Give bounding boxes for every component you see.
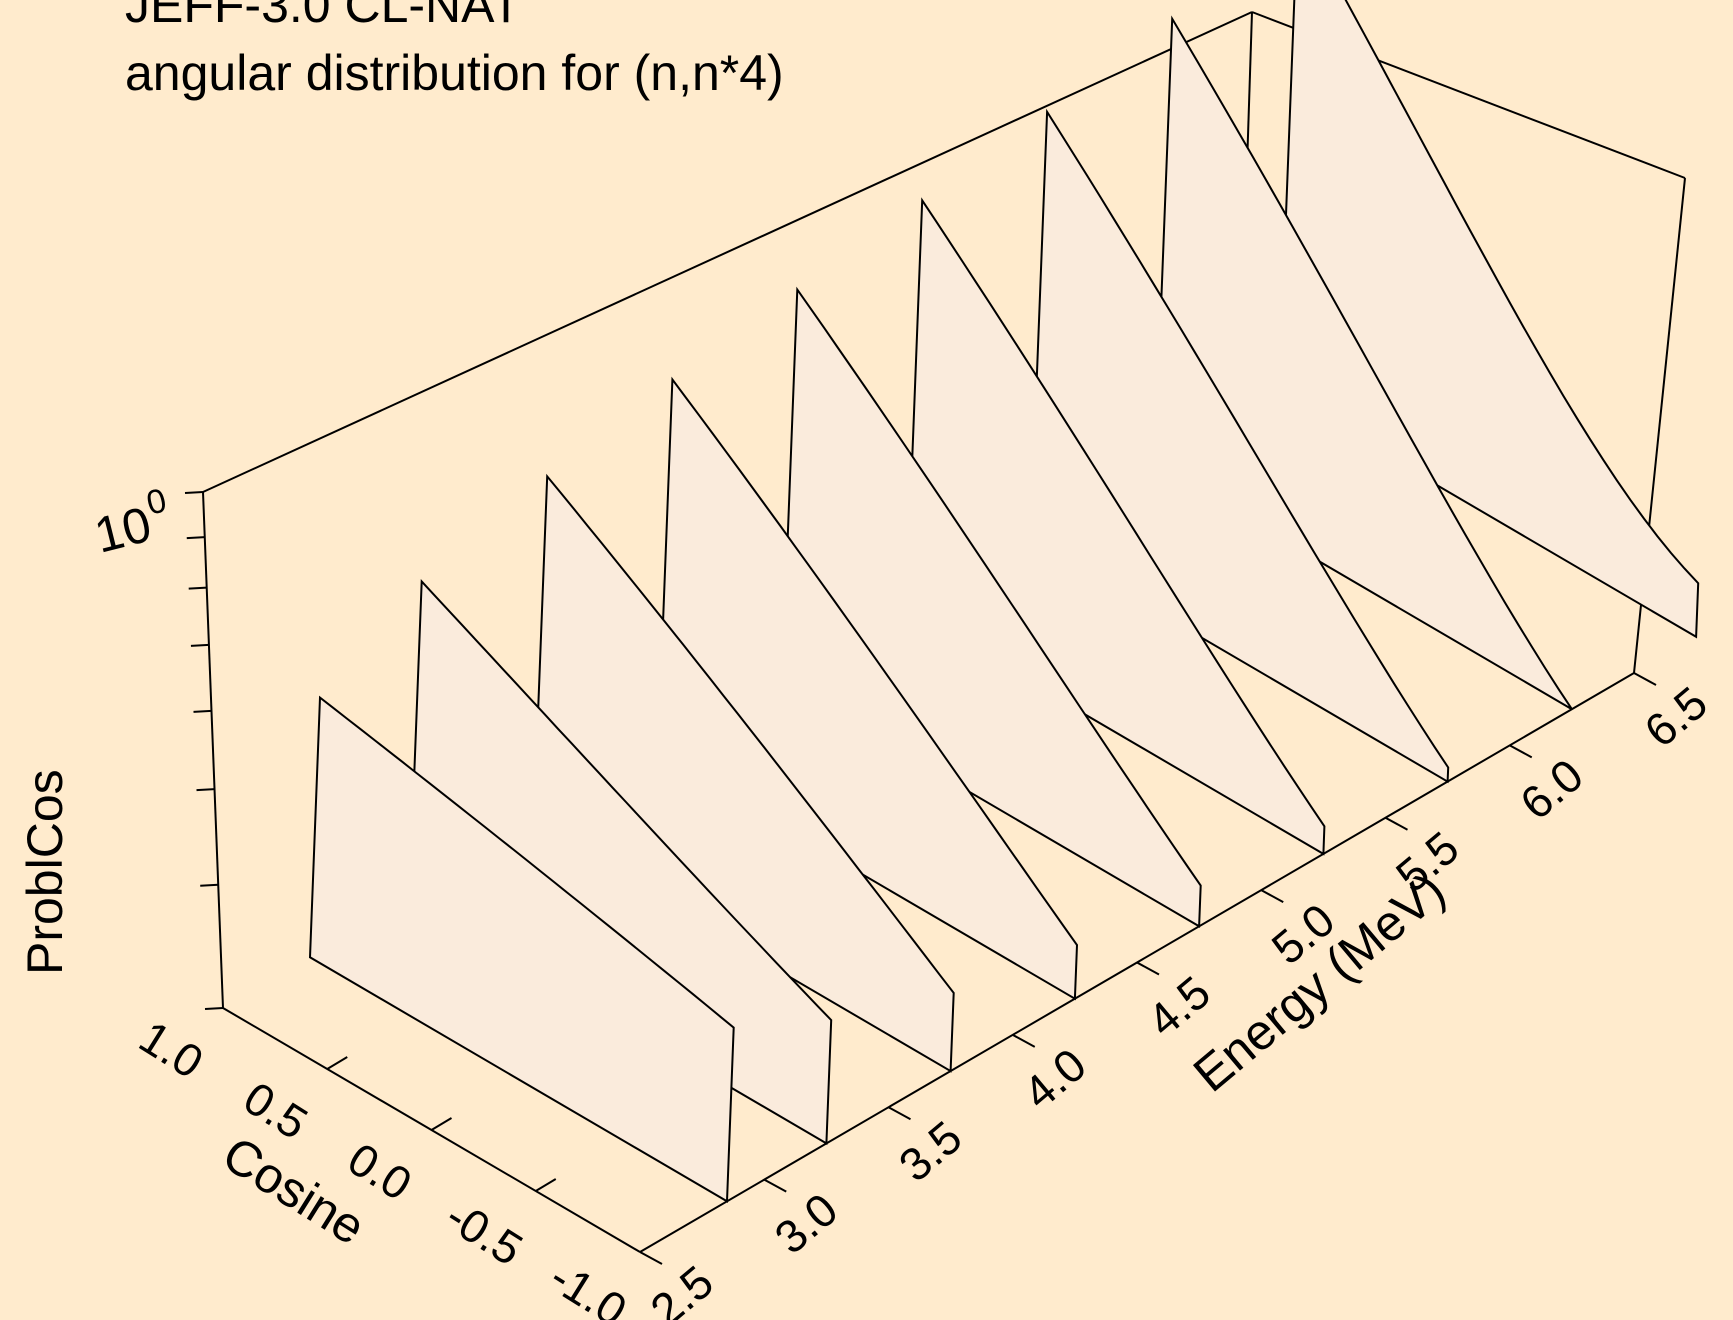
back-top-edge [202, 11, 1253, 493]
energy-tick-label-2: 3.5 [889, 1111, 971, 1192]
chart-subtitle: angular distribution for (n,n*4) [125, 45, 784, 101]
energy-tick-6 [1385, 816, 1408, 831]
energy-tick-label-3: 4.0 [1013, 1038, 1095, 1119]
energy-tick-3 [1012, 1033, 1036, 1048]
energy-tick-label-0: 2.5 [641, 1255, 723, 1320]
z-ticks [184, 491, 224, 1010]
panel-energy-6.25 [1153, 15, 1573, 711]
cosine-tick-3 [535, 1178, 557, 1192]
panel-energy-4.25 [656, 376, 1079, 1001]
panel-energy-6.75 [1278, 0, 1700, 639]
z-axis-line [202, 491, 224, 1009]
panel-energy-2.85 [308, 695, 735, 1204]
z-axis-label: ProblCos [17, 769, 73, 975]
energy-tick-1 [763, 1178, 787, 1193]
z-tick-7 [184, 491, 204, 494]
cosine-tick-label-4: -1.0 [541, 1250, 636, 1320]
energy-tick-8 [1633, 672, 1657, 686]
energy-tick-label-8: 6.5 [1635, 676, 1717, 757]
z-tick-2 [196, 788, 215, 792]
panel-energy-3.25 [408, 579, 833, 1146]
z-tick-4 [190, 643, 209, 647]
energy-tick-5 [1260, 889, 1284, 904]
energy-tick-label-7: 6.0 [1510, 749, 1592, 830]
chart-title: JEFF-3.0 CL-NAT [125, 0, 521, 33]
cosine-tick-1 [326, 1056, 348, 1070]
energy-tick-4 [1136, 961, 1160, 976]
z-tick-5 [188, 586, 207, 590]
panels [308, 0, 1700, 1204]
energy-tick-7 [1509, 744, 1533, 759]
z-tick-3 [193, 709, 212, 713]
panel-energy-5.25 [905, 197, 1326, 856]
z-tick-6 [186, 536, 205, 540]
z-tick-label-base: 10 [89, 496, 157, 564]
panel-energy-5.75 [1029, 108, 1450, 784]
energy-tick-label-1: 3.0 [765, 1183, 847, 1264]
energy-axis-label: Energy (MeV) [1183, 861, 1455, 1102]
z-axis: 10 0 ProblCos [17, 481, 224, 1010]
panel-energy-3.75 [532, 473, 955, 1073]
chart-title-block: JEFF-3.0 CL-NAT angular distribution for… [125, 0, 784, 101]
energy-tick-0 [639, 1251, 663, 1265]
energy-tick-label-4: 4.5 [1138, 966, 1220, 1047]
z-tick-0 [204, 1007, 224, 1010]
energy-tick-2 [888, 1106, 911, 1121]
cosine-axis-label: Cosine [213, 1126, 375, 1256]
z-tick-1 [200, 883, 219, 887]
panel-energy-4.75 [781, 286, 1202, 929]
cosine-tick-label-0: 1.0 [131, 1010, 213, 1088]
cosine-tick-label-3: -0.5 [437, 1189, 532, 1275]
cosine-tick-2 [430, 1117, 453, 1131]
